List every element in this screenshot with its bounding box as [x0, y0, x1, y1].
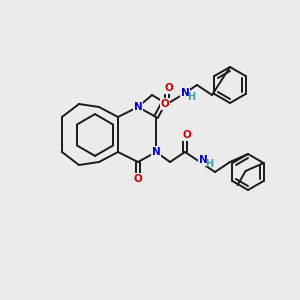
Text: H: H: [187, 92, 195, 102]
Text: N: N: [134, 102, 142, 112]
Text: N: N: [199, 155, 207, 165]
Text: O: O: [160, 99, 169, 109]
Text: H: H: [205, 159, 213, 169]
Text: N: N: [181, 88, 189, 98]
Text: O: O: [134, 174, 142, 184]
Text: O: O: [165, 83, 173, 93]
Text: N: N: [152, 147, 160, 157]
Text: O: O: [183, 130, 191, 140]
